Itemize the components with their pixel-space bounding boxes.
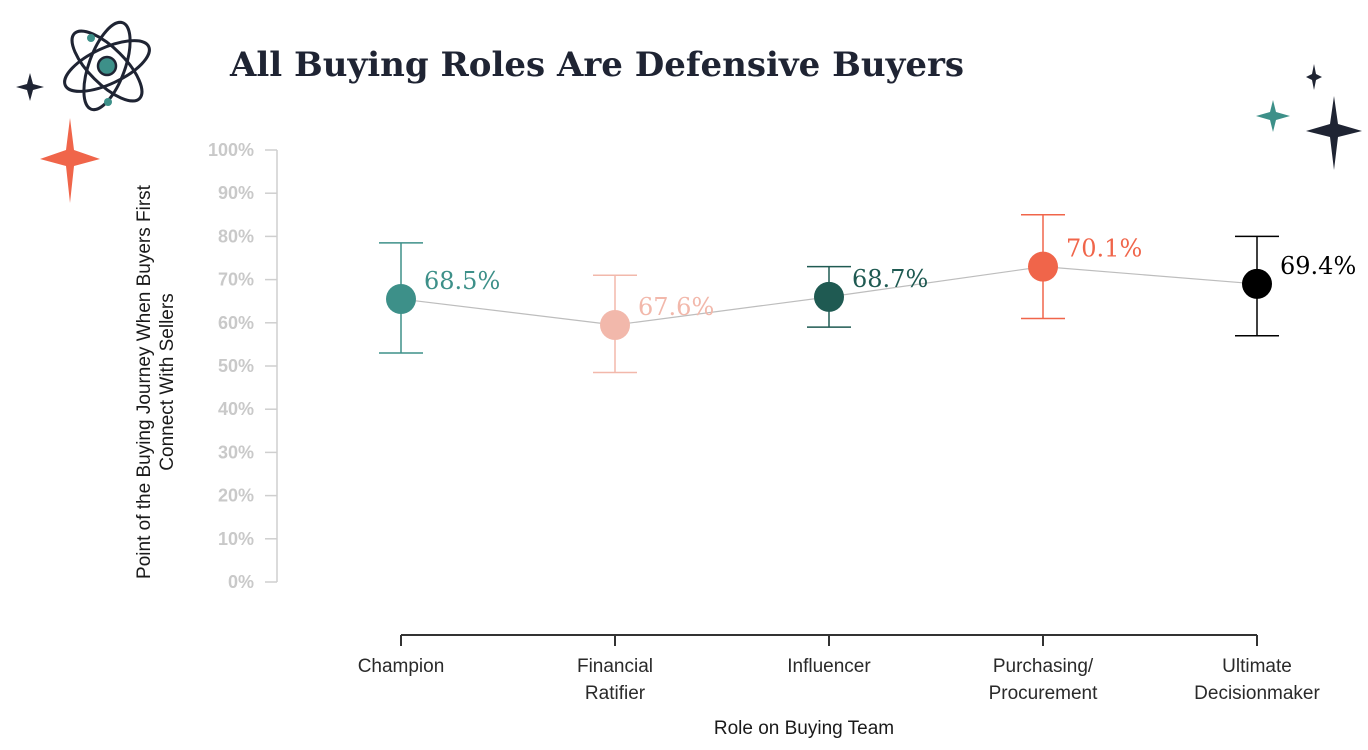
atom-icon (63, 20, 151, 112)
y-tick-label: 80% (218, 226, 254, 246)
data-point-group: 68.7% (807, 265, 928, 328)
data-point-group: 70.1% (1021, 214, 1142, 320)
x-axis-label: Role on Buying Team (714, 718, 894, 739)
data-point-group: 69.4% (1235, 235, 1356, 337)
data-label: 68.7% (852, 265, 928, 293)
data-point (1242, 268, 1272, 299)
y-tick-label: 90% (218, 183, 254, 203)
sparkle-icon (1306, 64, 1322, 90)
y-tick-label: 100% (208, 140, 254, 160)
data-point (814, 281, 844, 312)
sparkle-icon (1256, 100, 1290, 132)
data-point-group: 67.6% (593, 274, 714, 374)
data-label: 67.6% (638, 293, 714, 321)
x-tick-label: Decisionmaker (1194, 683, 1320, 704)
x-tick-label: Financial (577, 656, 653, 677)
y-tick-label: 50% (218, 356, 254, 376)
y-tick-label: 60% (218, 313, 254, 333)
y-tick-label: 0% (228, 572, 254, 592)
y-tick-label: 30% (218, 442, 254, 462)
plot-area: 68.5% 67.6% 68.7% 70.1% 69.4% (379, 214, 1356, 374)
y-tick-label: 70% (218, 270, 254, 290)
data-point (1028, 251, 1058, 282)
y-axis-label: Point of the Buying Journey When Buyers … (134, 184, 178, 579)
x-tick-label: Ultimate (1222, 656, 1292, 677)
data-label: 68.5% (424, 267, 500, 295)
y-axis: 0% 10% 20% 30% 40% 50% 60% 70% 80% 90% 100% (208, 140, 278, 592)
x-tick-label: Ratifier (585, 683, 646, 704)
chart-title: All Buying Roles Are Defensive Buyers (229, 45, 964, 85)
data-point (386, 284, 416, 315)
data-point (600, 309, 630, 340)
x-tick-label: Purchasing/ (993, 656, 1094, 677)
data-label: 69.4% (1280, 252, 1356, 280)
y-tick-label: 40% (218, 399, 254, 419)
y-axis-label-line: Point of the Buying Journey When Buyers … (134, 184, 155, 579)
data-point-group: 68.5% (379, 242, 500, 354)
data-label: 70.1% (1066, 235, 1142, 263)
y-tick-label: 20% (218, 486, 254, 506)
sparkle-icon (40, 118, 100, 203)
y-tick-label: 10% (218, 529, 254, 549)
x-tick-label: Procurement (989, 683, 1098, 704)
x-tick-label: Influencer (787, 656, 871, 677)
y-axis-label-line: Connect With Sellers (157, 293, 178, 470)
sparkle-icon (16, 73, 44, 101)
sparkle-icon (1306, 96, 1362, 170)
x-tick-label: Champion (358, 656, 445, 677)
x-axis: Champion Financial Ratifier Influencer Purch… (358, 634, 1320, 704)
